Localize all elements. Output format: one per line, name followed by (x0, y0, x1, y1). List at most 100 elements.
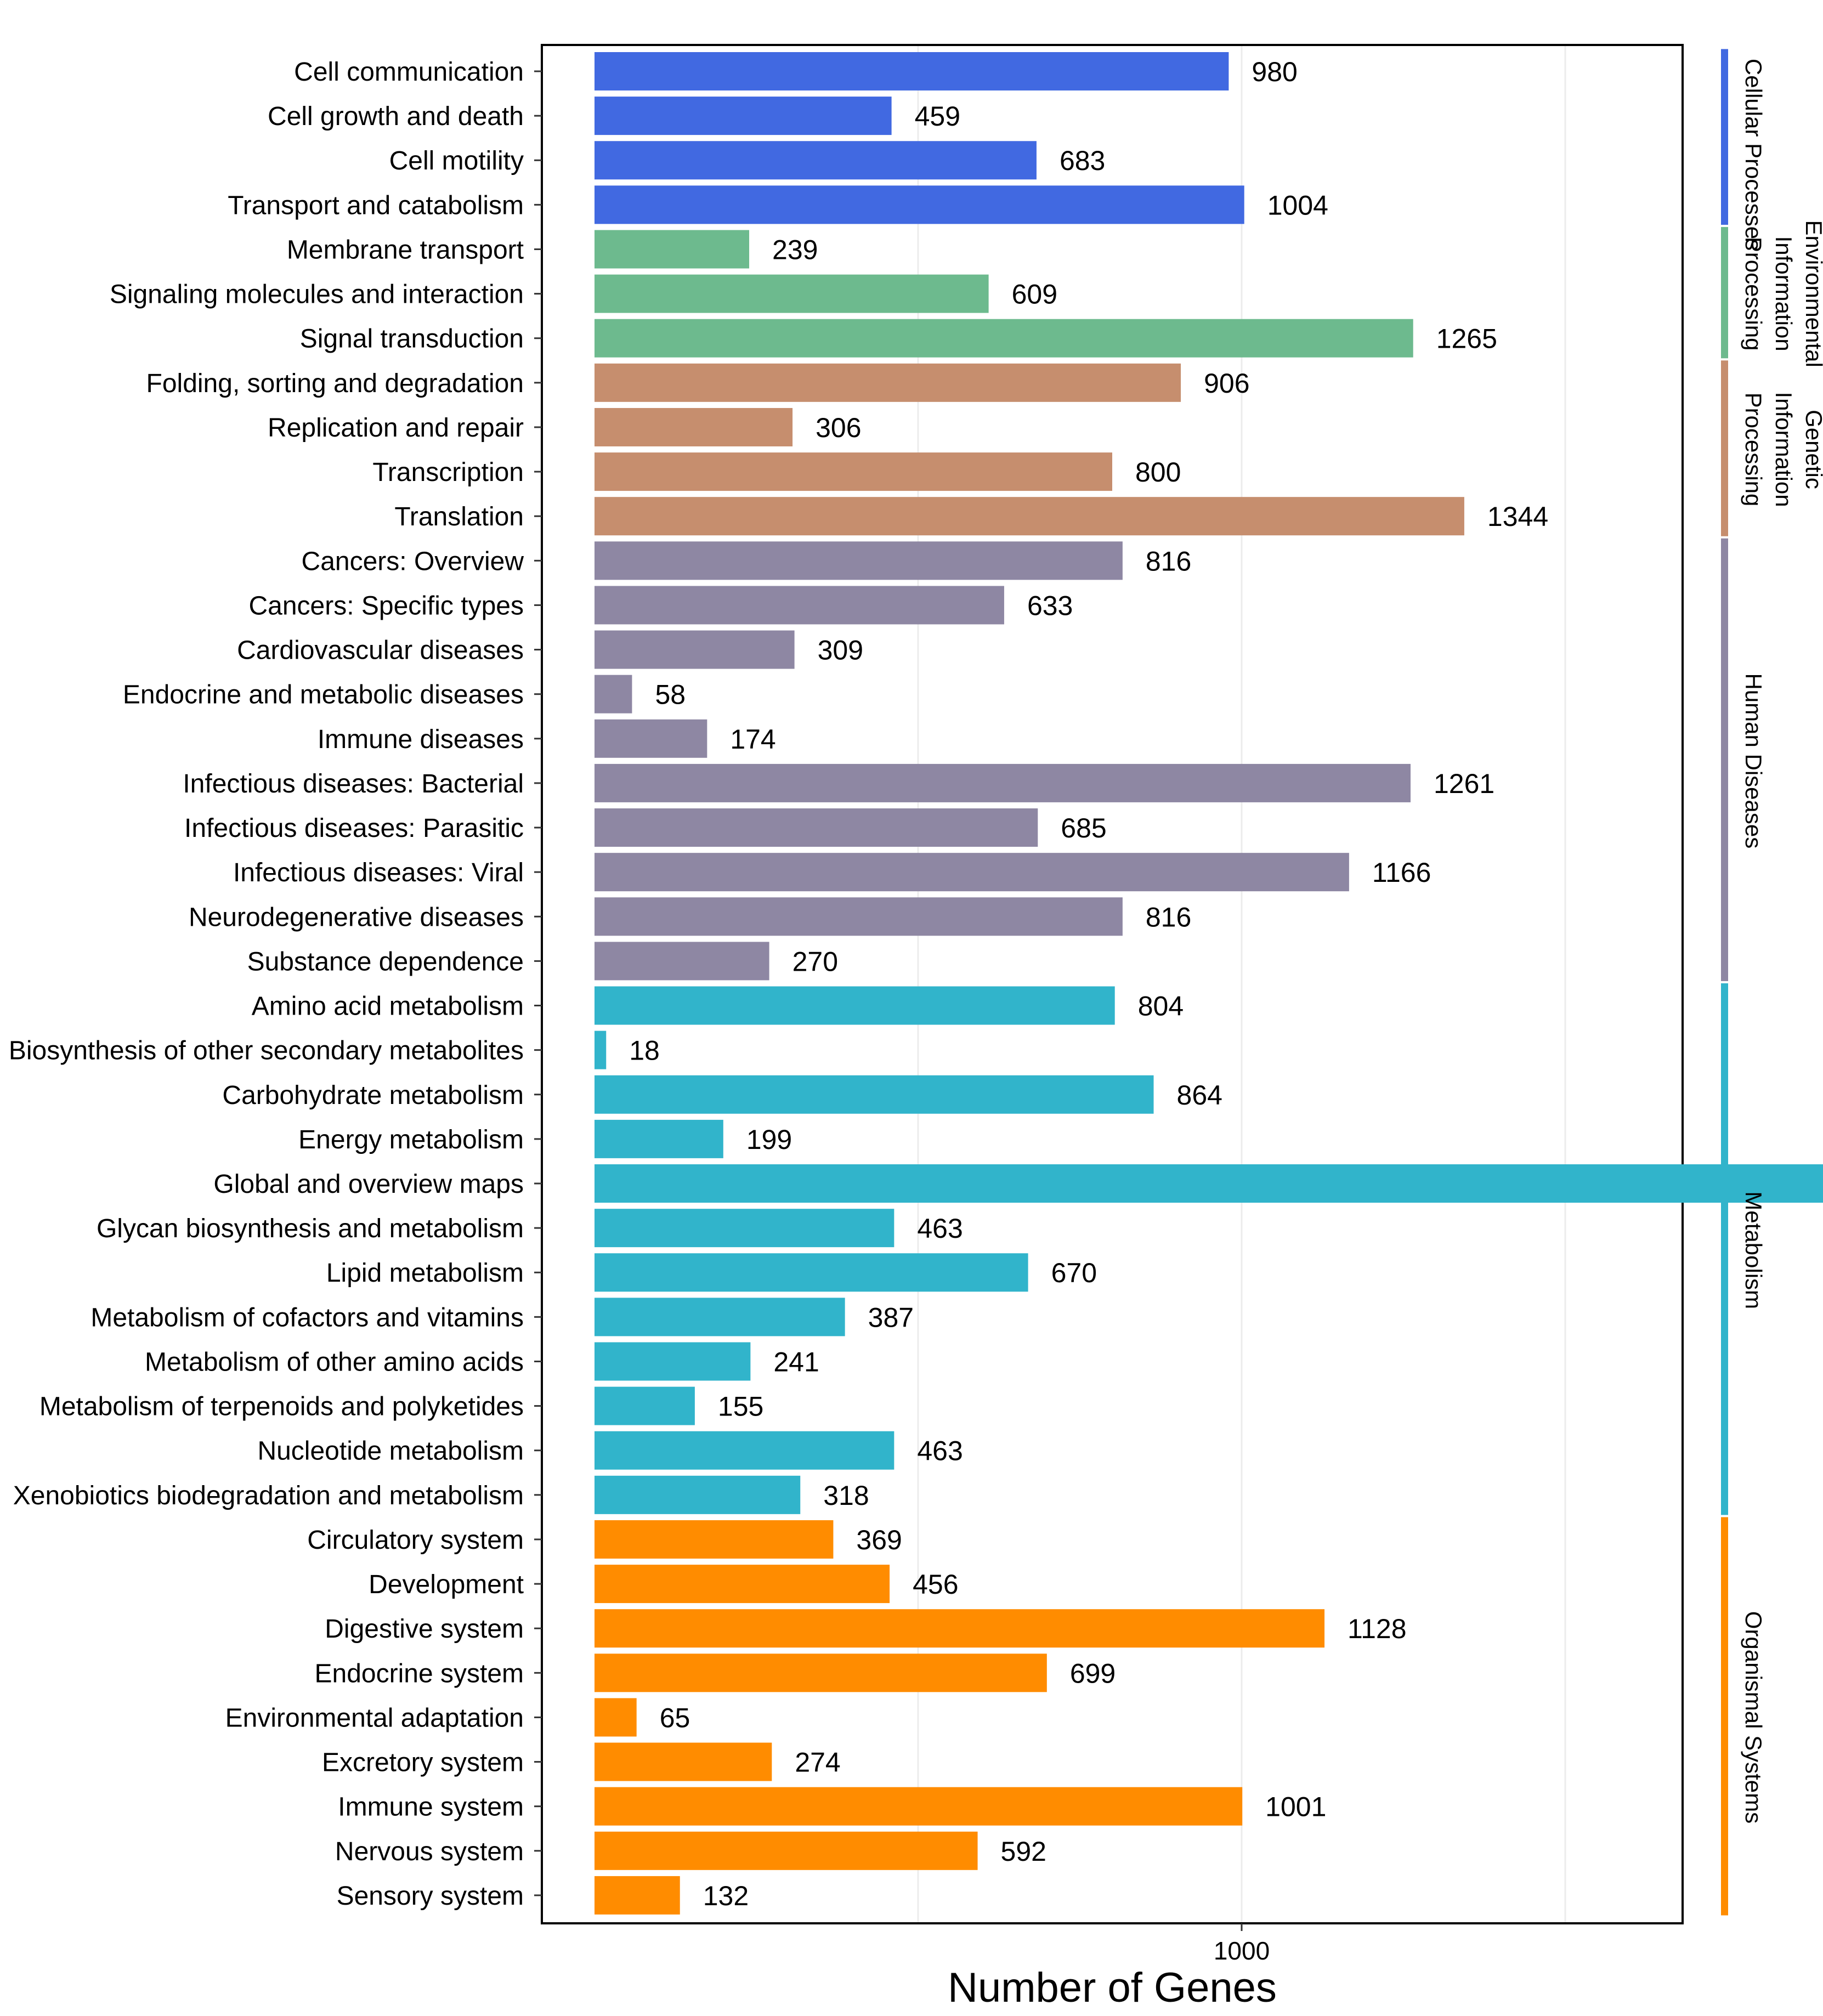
group-strip (1721, 226, 1728, 359)
category-label: Cardiovascular diseases (237, 636, 524, 665)
value-label: 318 (823, 1480, 869, 1511)
category-label: Cell growth and death (268, 102, 524, 131)
value-label: 270 (792, 946, 838, 977)
category-label: Excretory system (322, 1748, 524, 1777)
bar (595, 1876, 680, 1915)
plot-frame (541, 44, 1684, 1924)
value-label: 369 (856, 1525, 902, 1555)
bar (595, 719, 707, 758)
value-label: 155 (718, 1391, 763, 1422)
bar (595, 1831, 978, 1870)
category-label: Transport and catabolism (228, 191, 524, 220)
value-label: 816 (1146, 546, 1191, 576)
x-tick-label: 1000 (1214, 1936, 1270, 1965)
bar (595, 1253, 1028, 1292)
category-label: Translation (394, 502, 524, 531)
category-label: Signal transduction (300, 325, 524, 354)
value-label: 199 (746, 1124, 792, 1155)
value-label: 804 (1138, 991, 1184, 1022)
value-label: 463 (917, 1213, 963, 1244)
category-label: Global and overview maps (213, 1170, 524, 1199)
category-label: Signaling molecules and interaction (110, 280, 524, 309)
value-label: 1001 (1265, 1792, 1326, 1822)
value-label: 239 (772, 234, 818, 265)
category-label: Infectious diseases: Bacterial (183, 769, 524, 799)
category-label: Biosynthesis of other secondary metaboli… (9, 1037, 524, 1066)
value-label: 18 (629, 1035, 660, 1066)
category-label: Endocrine and metabolic diseases (123, 681, 524, 710)
value-label: 1261 (1434, 768, 1494, 799)
group-strips: Cellular ProcessesEnvironmentalInformati… (1721, 49, 1823, 1916)
bar (595, 1298, 845, 1337)
value-label: 456 (913, 1569, 958, 1600)
value-label: 459 (915, 101, 960, 132)
bar (595, 1565, 890, 1604)
value-label: 1128 (1348, 1613, 1407, 1644)
bar (595, 763, 1411, 802)
bar (595, 630, 795, 669)
value-label: 174 (730, 724, 775, 755)
category-label: Cell motility (389, 146, 524, 175)
bar (595, 1075, 1154, 1114)
value-label: 699 (1070, 1658, 1116, 1689)
category-label: Nucleotide metabolism (257, 1437, 524, 1466)
group-label: Processing (1741, 237, 1767, 351)
bar (595, 141, 1037, 180)
bar (595, 1119, 723, 1158)
value-label: 65 (660, 1702, 690, 1733)
category-label: Xenobiotics biodegradation and metabolis… (13, 1481, 524, 1510)
group-label: Cellular Processes (1741, 59, 1767, 251)
category-label: Transcription (372, 458, 524, 487)
category-label: Immune system (338, 1793, 524, 1822)
bar (595, 407, 793, 446)
bar (595, 1431, 894, 1470)
category-label: Membrane transport (287, 235, 524, 264)
bar (595, 274, 989, 313)
bar (595, 675, 632, 713)
category-label: Cancers: Overview (302, 547, 524, 576)
value-label: 592 (1001, 1836, 1046, 1867)
value-label: 906 (1204, 368, 1249, 399)
value-label: 1265 (1436, 324, 1497, 354)
category-labels: Cell communication Cell growth and death C… (9, 58, 542, 1911)
group-strip (1721, 1517, 1728, 1916)
bar (595, 1520, 834, 1559)
value-label: 306 (816, 412, 861, 443)
category-label: Environmental adaptation (225, 1703, 524, 1732)
group-strip (1721, 983, 1728, 1515)
value-label: 633 (1027, 590, 1073, 621)
bar (595, 1475, 801, 1514)
value-label: 241 (773, 1346, 819, 1377)
category-label: Substance dependence (247, 947, 524, 976)
value-label: 685 (1061, 813, 1106, 843)
x-axis-title: Number of Genes (948, 1964, 1277, 2011)
category-label: Immune diseases (318, 725, 524, 754)
category-label: Replication and repair (268, 414, 524, 443)
value-label: 800 (1135, 457, 1181, 488)
bar (595, 1609, 1325, 1648)
value-label: 1004 (1267, 190, 1328, 220)
category-label: Nervous system (335, 1837, 524, 1866)
category-label: Sensory system (337, 1882, 524, 1911)
bars (595, 52, 1823, 1915)
x-axis-ticks: 10002000 (1214, 1923, 1270, 1965)
bar (595, 897, 1123, 936)
value-label: 864 (1177, 1080, 1222, 1111)
category-label: Infectious diseases: Viral (233, 858, 524, 887)
value-label: 309 (818, 635, 863, 666)
group-label: Environmental (1801, 220, 1823, 367)
bar (595, 808, 1038, 847)
value-label: 1344 (1487, 501, 1548, 532)
bar (595, 497, 1464, 536)
group-strip (1721, 360, 1728, 536)
bar (595, 942, 769, 981)
category-label: Folding, sorting and degradation (146, 369, 524, 398)
category-label: Metabolism of other amino acids (145, 1347, 524, 1377)
value-label: 670 (1051, 1258, 1097, 1288)
bar (595, 319, 1413, 358)
category-label: Digestive system (325, 1615, 524, 1644)
bar (595, 853, 1349, 892)
value-label: 980 (1252, 56, 1297, 87)
category-label: Infectious diseases: Parasitic (184, 814, 524, 843)
bar (595, 1386, 695, 1425)
